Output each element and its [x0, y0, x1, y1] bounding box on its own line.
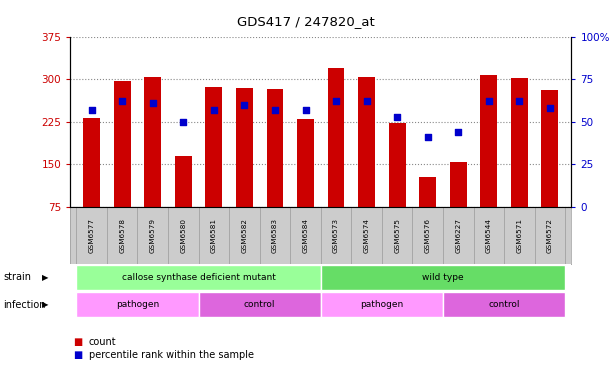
Bar: [327, 68, 345, 207]
Text: wild type: wild type: [422, 273, 464, 282]
Bar: [450, 162, 467, 207]
Text: infection: infection: [3, 300, 46, 310]
Text: control: control: [244, 300, 276, 309]
Text: GSM6577: GSM6577: [89, 218, 95, 253]
Bar: [266, 89, 284, 207]
Text: strain: strain: [3, 272, 31, 282]
Text: GSM6582: GSM6582: [241, 218, 247, 253]
Point: [484, 98, 494, 104]
Text: GSM6578: GSM6578: [119, 218, 125, 253]
Text: GSM6580: GSM6580: [180, 218, 186, 253]
Text: callose synthase deficient mutant: callose synthase deficient mutant: [122, 273, 276, 282]
Point: [362, 98, 371, 104]
Bar: [419, 177, 436, 207]
Bar: [480, 75, 497, 207]
Text: GSM6581: GSM6581: [211, 218, 217, 253]
Point: [209, 107, 219, 113]
Point: [453, 129, 463, 135]
Bar: [321, 292, 443, 317]
Text: percentile rank within the sample: percentile rank within the sample: [89, 350, 254, 360]
Bar: [76, 292, 199, 317]
Point: [545, 105, 555, 111]
Bar: [321, 265, 565, 290]
Bar: [76, 265, 321, 290]
Bar: [114, 81, 131, 207]
Text: control: control: [488, 300, 520, 309]
Text: ■: ■: [73, 337, 82, 347]
Text: GSM6571: GSM6571: [516, 218, 522, 253]
Bar: [358, 77, 375, 207]
Bar: [297, 119, 314, 207]
Point: [178, 119, 188, 124]
Text: GSM6583: GSM6583: [272, 218, 278, 253]
Text: GSM6574: GSM6574: [364, 218, 370, 253]
Point: [87, 107, 97, 113]
Text: GSM6572: GSM6572: [547, 218, 553, 253]
Point: [514, 98, 524, 104]
Bar: [199, 292, 321, 317]
Text: ▶: ▶: [42, 300, 48, 309]
Point: [148, 100, 158, 106]
Bar: [175, 156, 192, 207]
Point: [331, 98, 341, 104]
Point: [117, 98, 127, 104]
Point: [392, 114, 402, 120]
Text: count: count: [89, 337, 116, 347]
Text: GSM6584: GSM6584: [302, 218, 309, 253]
Text: GSM6575: GSM6575: [394, 218, 400, 253]
Point: [301, 107, 310, 113]
Bar: [511, 78, 528, 207]
Text: GSM6579: GSM6579: [150, 218, 156, 253]
Point: [270, 107, 280, 113]
Text: GSM6544: GSM6544: [486, 218, 492, 253]
Bar: [389, 123, 406, 207]
Text: GSM6227: GSM6227: [455, 218, 461, 253]
Bar: [236, 88, 253, 207]
Text: ▶: ▶: [42, 273, 48, 282]
Text: ■: ■: [73, 350, 82, 360]
Text: GSM6576: GSM6576: [425, 218, 431, 253]
Text: pathogen: pathogen: [116, 300, 159, 309]
Text: GSM6573: GSM6573: [333, 218, 339, 253]
Bar: [144, 77, 161, 207]
Point: [423, 134, 433, 140]
Bar: [205, 86, 222, 207]
Bar: [83, 118, 100, 207]
Text: pathogen: pathogen: [360, 300, 403, 309]
Bar: [443, 292, 565, 317]
Point: [240, 102, 249, 108]
Text: GDS417 / 247820_at: GDS417 / 247820_at: [236, 15, 375, 28]
Bar: [541, 90, 558, 207]
